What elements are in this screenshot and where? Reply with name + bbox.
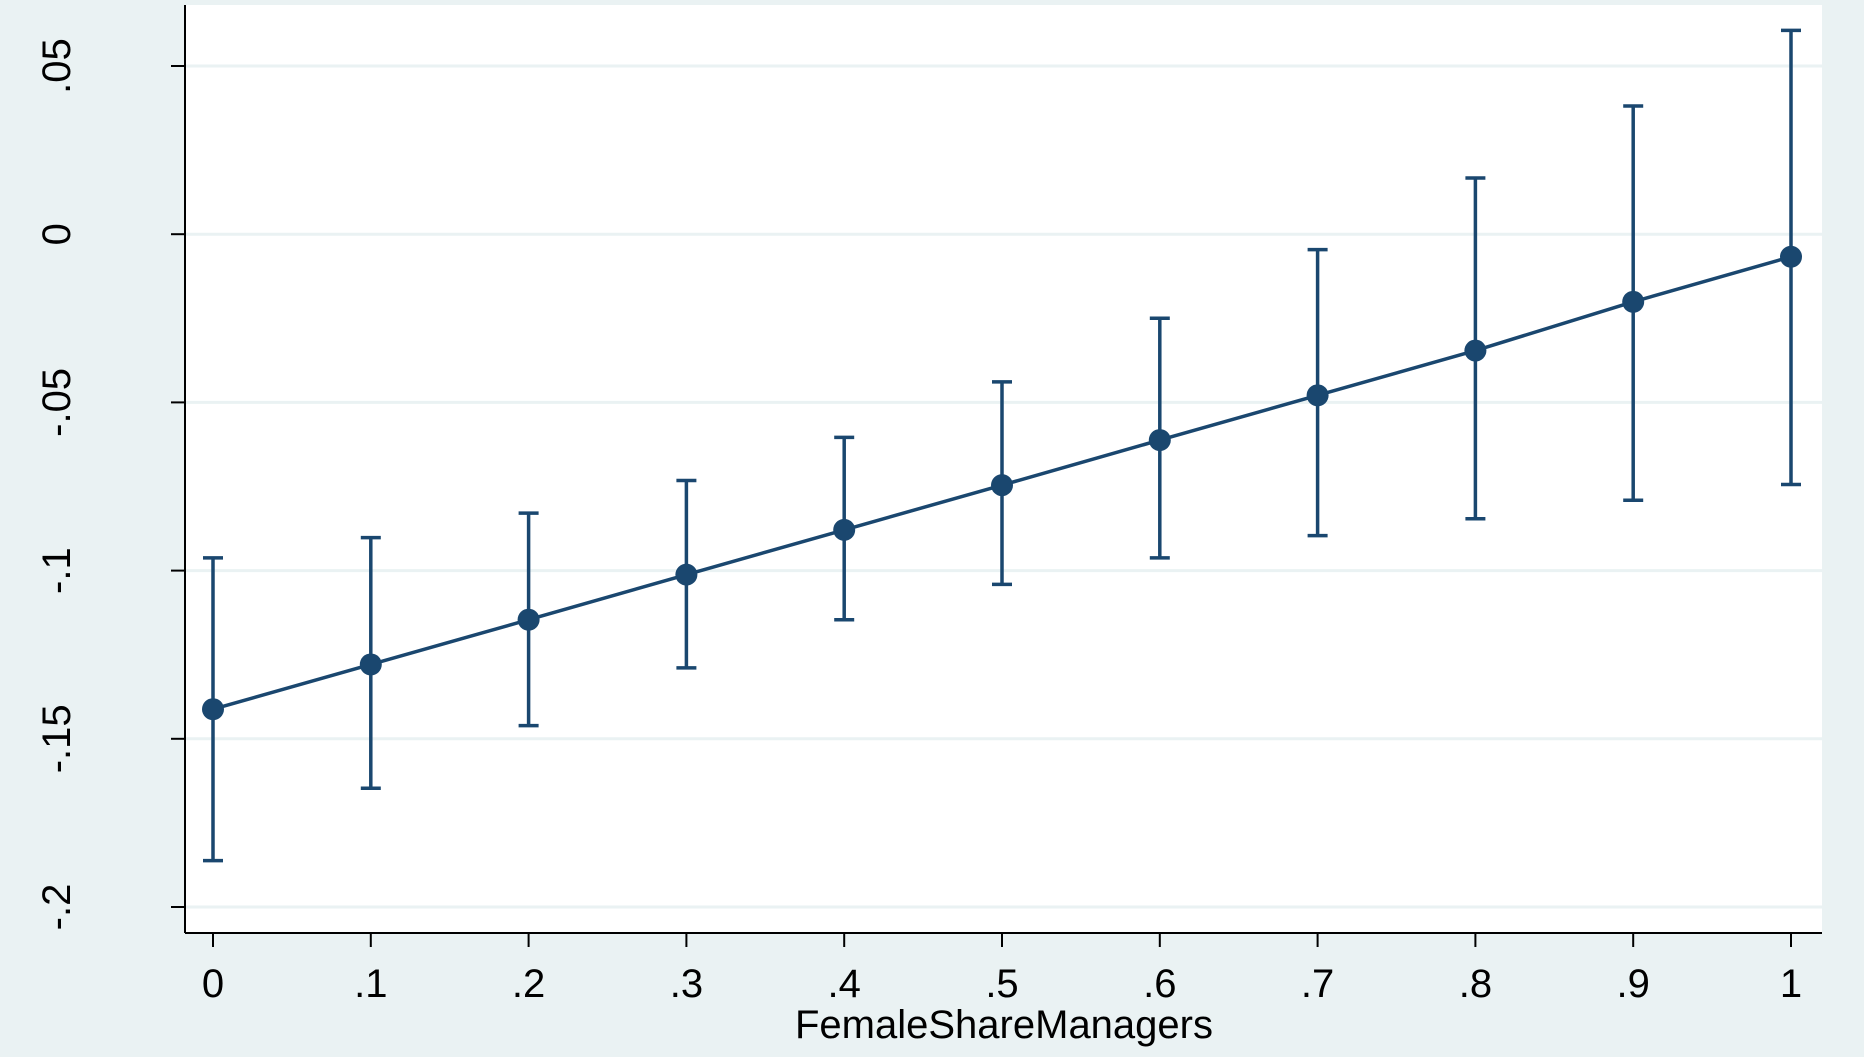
data-point [202,698,224,721]
y-tick-label: 0 [35,223,79,245]
x-tick-label: 1 [1780,962,1802,1006]
x-tick-label: .4 [828,962,861,1006]
x-axis-title: FemaleShareManagers [795,1003,1213,1047]
data-point [517,608,540,631]
y-tick-label: .05 [35,38,79,94]
x-tick-label: .6 [1143,962,1176,1006]
data-point [1622,290,1645,313]
data-point [991,474,1013,497]
x-tick-label: .8 [1459,962,1492,1006]
data-point [1148,429,1171,452]
data-point [1306,384,1329,407]
y-tick-label: -.2 [35,884,79,931]
y-tick-label: -.05 [35,368,79,437]
x-tick-label: .2 [512,962,545,1006]
axes: .05 0 -.05 -.1 -.15 -.2 0 .1 .2 .3 .4 .5 .6 .7 .8 .9 1 [35,5,1822,1006]
data-point [833,518,856,541]
y-tick-label: -.1 [35,547,79,594]
data-point [359,653,382,676]
x-tick-label: 0 [202,962,224,1006]
y-tick-label: -.15 [35,704,79,773]
x-tick-label: .1 [354,962,387,1006]
x-tick-label: .7 [1301,962,1334,1006]
x-tick-label: .3 [670,962,703,1006]
x-tick-label: .5 [985,962,1018,1006]
data-point [1464,339,1487,362]
data-point [675,563,698,586]
data-point [1780,245,1802,268]
series [202,28,1802,863]
x-tick-label: .9 [1617,962,1650,1006]
